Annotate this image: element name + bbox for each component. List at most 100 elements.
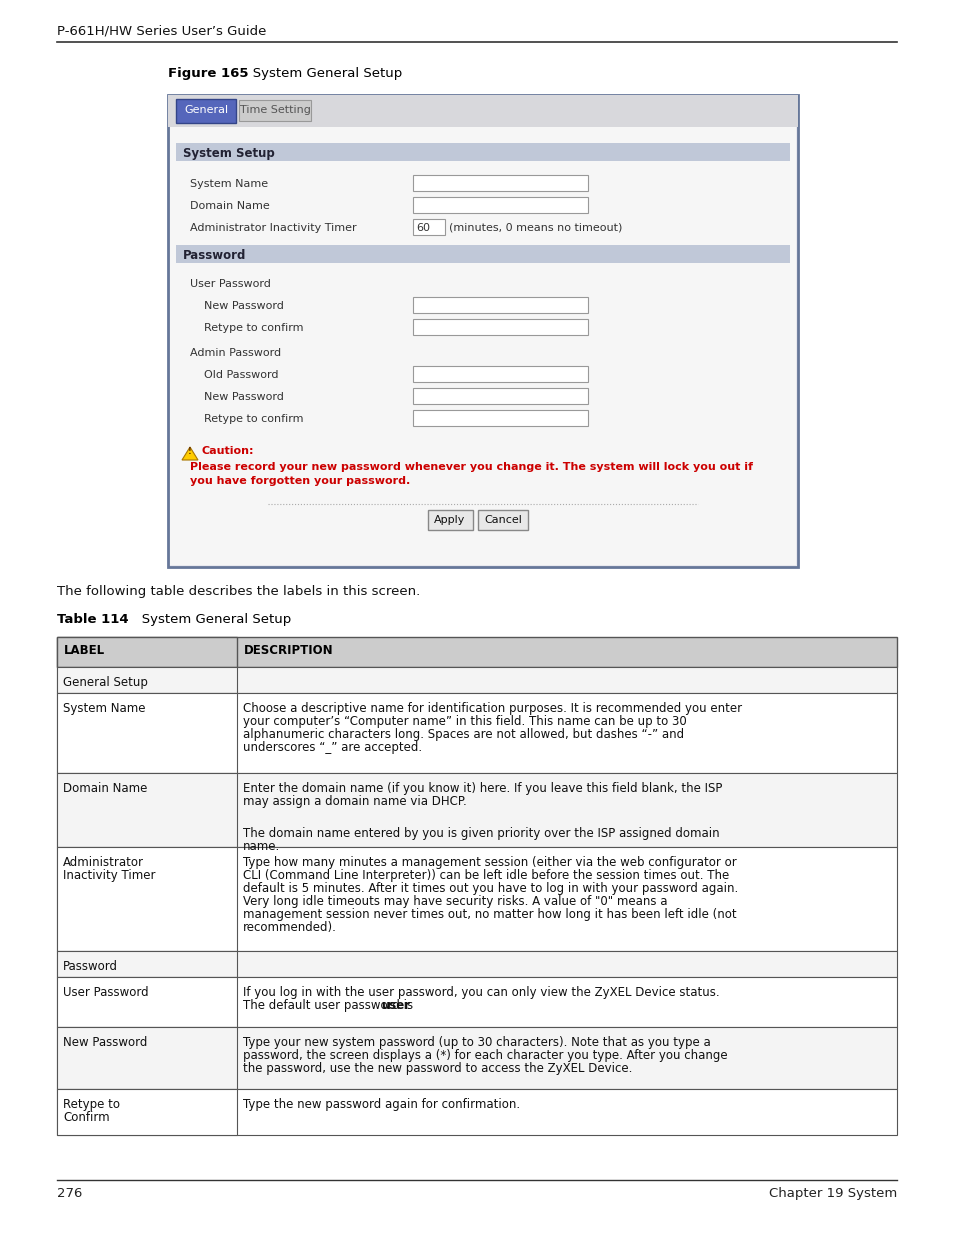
Bar bbox=[477, 510, 527, 530]
Bar bbox=[413, 388, 587, 404]
Text: recommended).: recommended). bbox=[243, 921, 336, 934]
Bar bbox=[413, 296, 587, 312]
Text: Choose a descriptive name for identification purposes. It is recommended you ent: Choose a descriptive name for identifica… bbox=[243, 701, 741, 715]
Text: user: user bbox=[380, 999, 410, 1011]
Bar bbox=[57, 637, 236, 667]
Text: Domain Name: Domain Name bbox=[63, 782, 147, 795]
Bar bbox=[57, 951, 896, 977]
Text: Please record your new password whenever you change it. The system will lock you: Please record your new password whenever… bbox=[190, 462, 752, 472]
Text: LABEL: LABEL bbox=[64, 643, 105, 657]
Text: General Setup: General Setup bbox=[63, 676, 148, 689]
Text: default is 5 minutes. After it times out you have to log in with your password a: default is 5 minutes. After it times out… bbox=[243, 882, 738, 895]
Bar bbox=[57, 693, 896, 773]
Bar bbox=[168, 95, 797, 127]
Text: New Password: New Password bbox=[204, 301, 284, 311]
Text: !: ! bbox=[188, 447, 192, 456]
Text: System General Setup: System General Setup bbox=[129, 613, 291, 626]
Bar bbox=[413, 319, 587, 335]
Bar bbox=[428, 510, 473, 530]
Bar bbox=[413, 219, 444, 235]
Text: Confirm: Confirm bbox=[63, 1112, 110, 1124]
Text: Type how many minutes a management session (either via the web configurator or: Type how many minutes a management sessi… bbox=[243, 856, 736, 869]
Polygon shape bbox=[182, 447, 198, 459]
Bar bbox=[57, 667, 236, 693]
Bar bbox=[57, 693, 236, 773]
Bar bbox=[57, 773, 896, 847]
Text: New Password: New Password bbox=[204, 391, 284, 403]
Text: Password: Password bbox=[63, 960, 118, 973]
Text: Administrator: Administrator bbox=[63, 856, 144, 869]
Text: P-661H/HW Series User’s Guide: P-661H/HW Series User’s Guide bbox=[57, 25, 266, 38]
Text: 276: 276 bbox=[57, 1187, 82, 1200]
Bar bbox=[413, 410, 587, 426]
Text: alphanumeric characters long. Spaces are not allowed, but dashes “-” and: alphanumeric characters long. Spaces are… bbox=[243, 727, 683, 741]
Text: User Password: User Password bbox=[63, 986, 149, 999]
Text: General: General bbox=[184, 105, 228, 115]
Text: CLI (Command Line Interpreter)) can be left idle before the session times out. T: CLI (Command Line Interpreter)) can be l… bbox=[243, 869, 728, 882]
Bar bbox=[413, 198, 587, 212]
Text: Retype to: Retype to bbox=[63, 1098, 120, 1112]
Text: Figure 165: Figure 165 bbox=[168, 67, 248, 80]
Bar bbox=[57, 977, 236, 1028]
Text: 60: 60 bbox=[416, 224, 430, 233]
Text: name.: name. bbox=[243, 840, 280, 853]
Text: Administrator Inactivity Timer: Administrator Inactivity Timer bbox=[190, 224, 356, 233]
Bar bbox=[170, 127, 795, 564]
Text: Chapter 19 System: Chapter 19 System bbox=[768, 1187, 896, 1200]
Text: (minutes, 0 means no timeout): (minutes, 0 means no timeout) bbox=[449, 224, 621, 233]
Text: Old Password: Old Password bbox=[204, 370, 278, 380]
Text: Type the new password again for confirmation.: Type the new password again for confirma… bbox=[243, 1098, 519, 1112]
Bar bbox=[57, 977, 896, 1028]
Text: Password: Password bbox=[183, 249, 246, 262]
Text: The domain name entered by you is given priority over the ISP assigned domain: The domain name entered by you is given … bbox=[243, 827, 719, 840]
Bar bbox=[57, 847, 236, 951]
Text: Admin Password: Admin Password bbox=[190, 348, 281, 358]
Bar bbox=[57, 847, 896, 951]
Text: System Name: System Name bbox=[63, 701, 146, 715]
Text: System Name: System Name bbox=[190, 179, 268, 189]
Bar bbox=[57, 1089, 236, 1135]
Bar bbox=[57, 1089, 896, 1135]
Bar bbox=[57, 951, 236, 977]
Bar bbox=[168, 95, 797, 567]
Text: Very long idle timeouts may have security risks. A value of "0" means a: Very long idle timeouts may have securit… bbox=[243, 895, 667, 908]
Text: Table 114: Table 114 bbox=[57, 613, 129, 626]
Text: Cancel: Cancel bbox=[483, 515, 521, 525]
Text: The default user password is: The default user password is bbox=[243, 999, 416, 1011]
Text: System Setup: System Setup bbox=[183, 147, 274, 161]
Text: password, the screen displays a (*) for each character you type. After you chang: password, the screen displays a (*) for … bbox=[243, 1049, 727, 1062]
Text: Type your new system password (up to 30 characters). Note that as you type a: Type your new system password (up to 30 … bbox=[243, 1036, 710, 1049]
Text: If you log in with the user password, you can only view the ZyXEL Device status.: If you log in with the user password, yo… bbox=[243, 986, 719, 999]
Text: underscores “_” are accepted.: underscores “_” are accepted. bbox=[243, 741, 421, 755]
Text: Retype to confirm: Retype to confirm bbox=[204, 324, 303, 333]
Text: Inactivity Timer: Inactivity Timer bbox=[63, 869, 155, 882]
Bar bbox=[57, 773, 236, 847]
Bar bbox=[413, 175, 587, 191]
Bar bbox=[57, 1028, 896, 1089]
Text: Enter the domain name (if you know it) here. If you leave this field blank, the : Enter the domain name (if you know it) h… bbox=[243, 782, 721, 795]
Bar bbox=[175, 245, 789, 263]
Text: may assign a domain name via DHCP.: may assign a domain name via DHCP. bbox=[243, 795, 466, 808]
Text: Time Setting: Time Setting bbox=[239, 105, 310, 115]
Text: management session never times out, no matter how long it has been left idle (no: management session never times out, no m… bbox=[243, 908, 736, 921]
Text: User Password: User Password bbox=[190, 279, 271, 289]
Bar bbox=[57, 667, 896, 693]
Text: New Password: New Password bbox=[63, 1036, 147, 1049]
Bar bbox=[413, 366, 587, 382]
Bar bbox=[175, 143, 789, 161]
Text: the password, use the new password to access the ZyXEL Device.: the password, use the new password to ac… bbox=[243, 1062, 632, 1074]
Text: you have forgotten your password.: you have forgotten your password. bbox=[190, 475, 410, 487]
Text: Apply: Apply bbox=[434, 515, 465, 525]
Bar bbox=[57, 637, 896, 667]
Text: .: . bbox=[406, 999, 410, 1011]
Text: Domain Name: Domain Name bbox=[190, 201, 270, 211]
Bar bbox=[239, 100, 311, 121]
Text: The following table describes the labels in this screen.: The following table describes the labels… bbox=[57, 585, 420, 598]
Text: your computer’s “Computer name” in this field. This name can be up to 30: your computer’s “Computer name” in this … bbox=[243, 715, 686, 727]
Bar bbox=[57, 1028, 236, 1089]
Text: Retype to confirm: Retype to confirm bbox=[204, 414, 303, 424]
Bar bbox=[175, 99, 235, 124]
Text: Caution:: Caution: bbox=[202, 446, 254, 456]
Text: DESCRIPTION: DESCRIPTION bbox=[244, 643, 334, 657]
Text: System General Setup: System General Setup bbox=[240, 67, 402, 80]
